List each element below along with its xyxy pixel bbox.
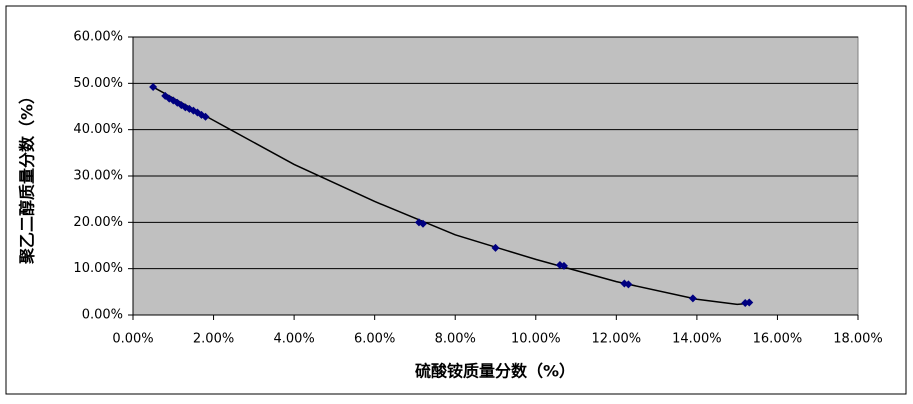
x-tick-label: 6.00%: [354, 332, 395, 347]
y-tick-label: 0.00%: [82, 308, 123, 323]
x-tick-label: 12.00%: [592, 332, 642, 347]
x-axis-title: 硫酸铵质量分数（%）: [415, 362, 575, 381]
point: [559, 261, 568, 270]
x-tick-label: 0.00%: [112, 332, 153, 347]
y-tick-label: 50.00%: [73, 76, 123, 91]
y-tick-label: 60.00%: [73, 30, 123, 45]
x-tick-label: 18.00%: [833, 332, 883, 347]
point: [201, 112, 210, 121]
point: [745, 298, 754, 307]
point: [149, 83, 158, 92]
x-tick-label: 10.00%: [511, 332, 561, 347]
x-tick-label: 4.00%: [273, 332, 314, 347]
point: [419, 219, 427, 228]
y-tick-label: 40.00%: [73, 122, 123, 137]
y-tick-label: 20.00%: [73, 215, 123, 230]
y-axis-title: 聚乙二醇质量分数（%）: [18, 88, 37, 265]
x-tick-label: 16.00%: [753, 332, 803, 347]
point: [624, 280, 633, 289]
y-tick-label: 30.00%: [73, 169, 123, 184]
point: [491, 243, 500, 252]
x-tick-label: 8.00%: [435, 332, 476, 347]
x-tick-label: 14.00%: [672, 332, 722, 347]
y-tick-label: 10.00%: [73, 261, 123, 276]
point: [688, 294, 697, 303]
x-tick-label: 2.00%: [193, 332, 234, 347]
